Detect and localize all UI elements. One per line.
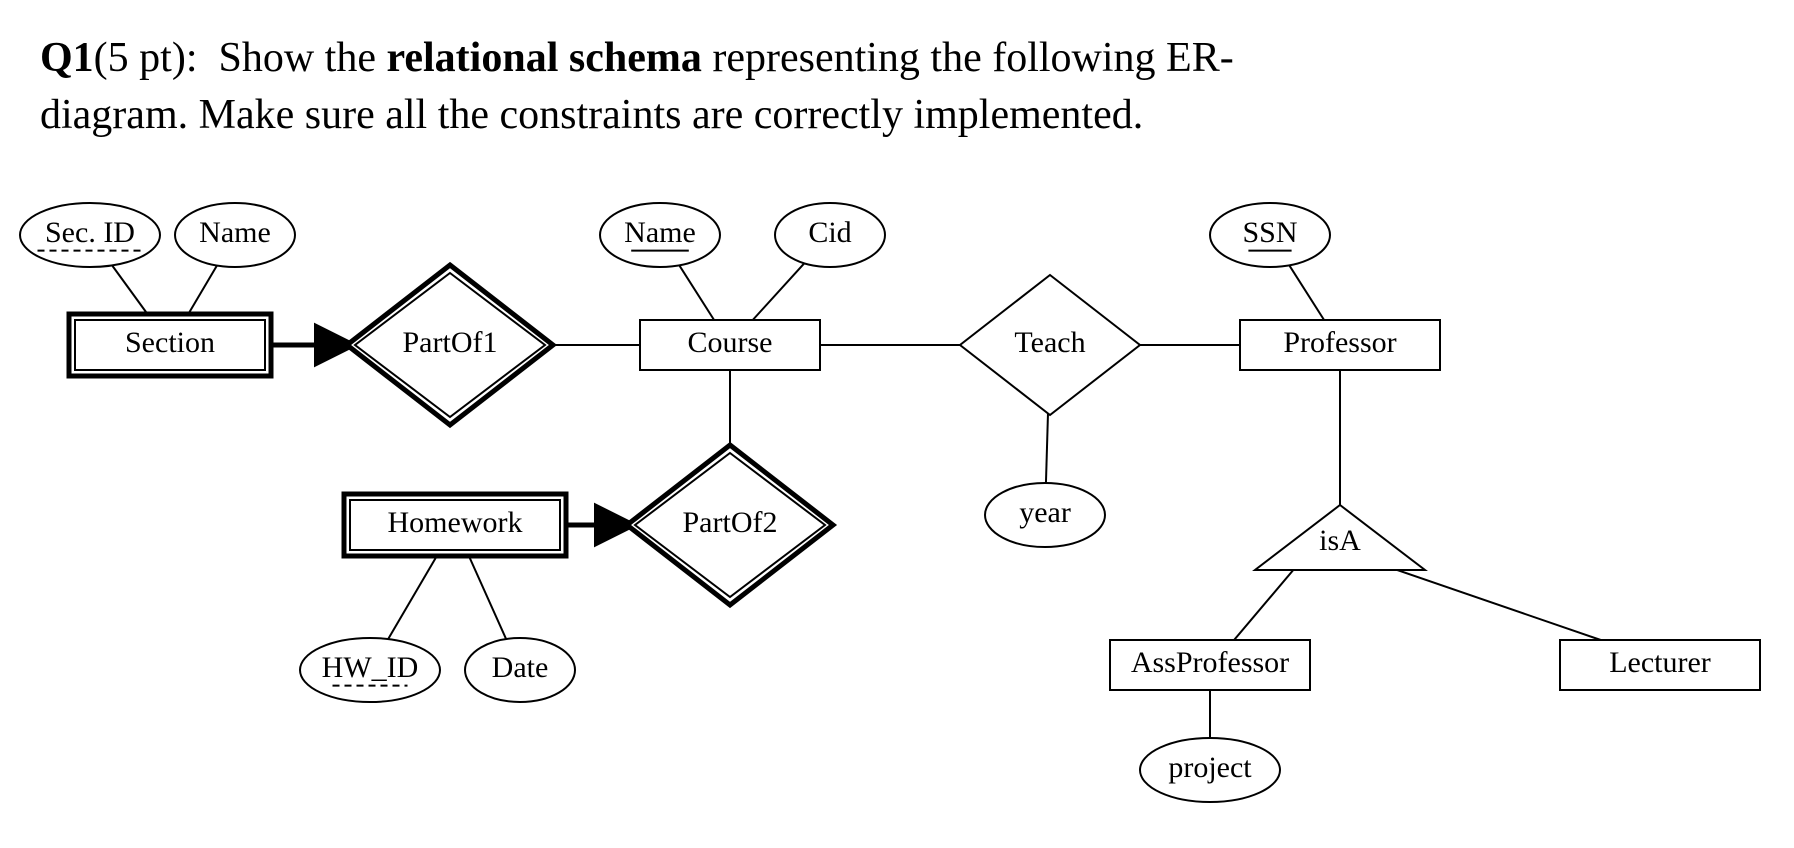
edge <box>753 263 805 320</box>
attribute-label: HW_ID <box>322 651 419 684</box>
entity-label: Section <box>125 326 215 359</box>
entity-label: Professor <box>1283 326 1396 359</box>
attribute-label: project <box>1168 751 1252 784</box>
entity-label: Course <box>688 326 773 359</box>
relationship-label: PartOf1 <box>403 326 498 359</box>
relationship-label: PartOf2 <box>683 506 778 539</box>
edge <box>1383 565 1601 640</box>
relationship-label: Teach <box>1014 326 1085 359</box>
attribute-label: Name <box>199 216 271 249</box>
er-diagram: Sec. ID Name Name Cid SSN year HW_ID Date projec… <box>0 0 1794 848</box>
attribute-label: year <box>1019 496 1071 529</box>
attribute-label: Date <box>492 651 549 684</box>
entity-label: Lecturer <box>1609 646 1711 679</box>
entity-label: AssProfessor <box>1131 646 1289 679</box>
edge <box>679 265 714 320</box>
edge <box>388 550 440 639</box>
edge <box>1046 413 1048 483</box>
edge <box>1289 265 1324 320</box>
edge <box>1234 565 1297 640</box>
attribute-label: Name <box>624 216 696 249</box>
attribute-label: Cid <box>808 216 851 249</box>
edge <box>466 550 506 639</box>
entities-layer: Section Course Professor Homework AssProfess… <box>69 314 1760 690</box>
attribute-label: SSN <box>1242 216 1297 249</box>
attribute-label: Sec. ID <box>45 216 135 249</box>
isa-label: isA <box>1319 524 1361 557</box>
entity-label: Homework <box>388 506 523 539</box>
page: Q1(5 pt): Show the relational schema rep… <box>0 0 1794 848</box>
